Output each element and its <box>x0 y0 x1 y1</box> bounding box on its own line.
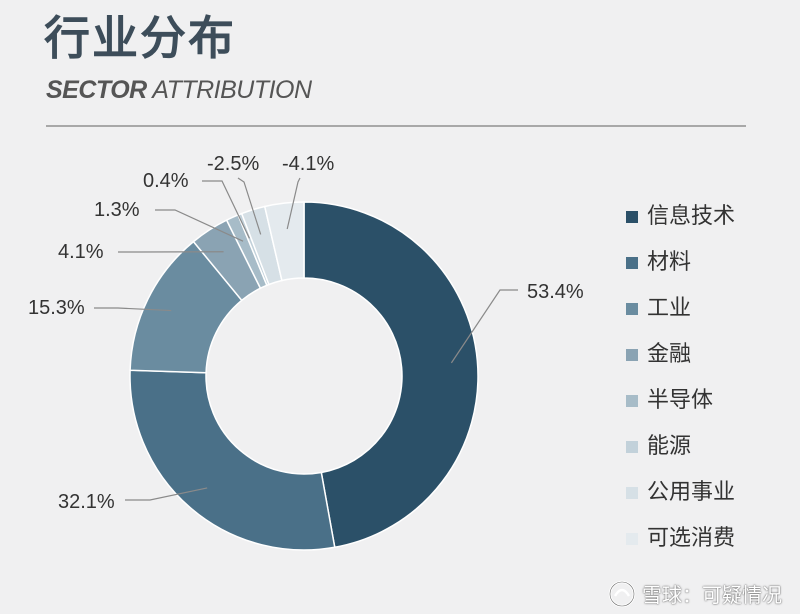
legend-swatch <box>626 487 638 499</box>
leader-line-可选消费 <box>286 177 301 230</box>
leader-line-半导体 <box>155 209 244 242</box>
leader-line-信息技术 <box>450 289 518 364</box>
legend-item-能源: 能源 <box>626 424 735 470</box>
legend-item-半导体: 半导体 <box>626 378 735 424</box>
leader-line-材料 <box>125 487 208 501</box>
data-label-可选消费: -4.1% <box>282 153 334 175</box>
watermark-text: 雪球：可疑情况 <box>642 583 782 607</box>
slice-材料 <box>129 369 336 551</box>
legend-swatch <box>626 349 638 361</box>
chart-legend: 信息技术材料工业金融半导体能源公用事业可选消费 <box>626 194 735 562</box>
data-label-工业: 15.3% <box>28 297 85 319</box>
leader-lines <box>94 177 518 501</box>
leader-line-工业 <box>94 307 172 312</box>
subtitle-light: ATTRIBUTION <box>146 76 312 104</box>
subtitle-bold: SECTOR <box>46 76 147 104</box>
data-label-公用事业: -2.5% <box>207 153 259 175</box>
legend-label: 金融 <box>647 342 692 367</box>
legend-label: 公用事业 <box>647 480 736 505</box>
donut-slices <box>129 201 479 551</box>
legend-swatch <box>626 533 638 545</box>
legend-label: 信息技术 <box>647 204 736 229</box>
data-label-材料: 32.1% <box>58 491 115 513</box>
leader-line-公用事业 <box>237 177 262 235</box>
slice-可选消费 <box>263 201 305 282</box>
legend-swatch <box>626 257 638 269</box>
legend-label: 能源 <box>647 434 692 459</box>
legend-swatch <box>626 303 638 315</box>
page-title: 行业分布 <box>44 11 236 65</box>
legend-label: 可选消费 <box>647 526 736 551</box>
legend-item-材料: 材料 <box>626 240 735 286</box>
legend-item-公用事业: 公用事业 <box>626 470 735 516</box>
data-labels: 53.4% 32.1% 15.3% 4.1% 1.3%0.4% -2.5% -4.1% <box>28 153 584 513</box>
legend-swatch <box>626 441 638 453</box>
leader-line-能源 <box>202 180 250 239</box>
data-label-信息技术: 53.4% <box>527 281 584 303</box>
title-divider <box>46 125 746 127</box>
data-label-金融: 4.1% <box>58 241 104 263</box>
legend-label: 材料 <box>647 250 692 275</box>
snowball-logo-icon <box>608 580 636 607</box>
legend-label: 半导体 <box>647 388 714 413</box>
legend-item-信息技术: 信息技术 <box>626 194 735 240</box>
page-subtitle: SECTOR ATTRIBUTION <box>46 76 312 105</box>
legend-swatch <box>626 395 638 407</box>
legend-item-工业: 工业 <box>626 286 735 332</box>
legend-item-金融: 金融 <box>626 332 735 378</box>
data-label-半导体: 1.3% <box>94 199 140 221</box>
legend-swatch <box>626 211 638 223</box>
legend-item-可选消费: 可选消费 <box>626 516 735 562</box>
data-label-能源: 0.4% <box>143 170 189 192</box>
slice-信息技术 <box>303 201 479 549</box>
legend-label: 工业 <box>647 296 692 321</box>
watermark: 雪球：可疑情况 <box>608 579 782 608</box>
